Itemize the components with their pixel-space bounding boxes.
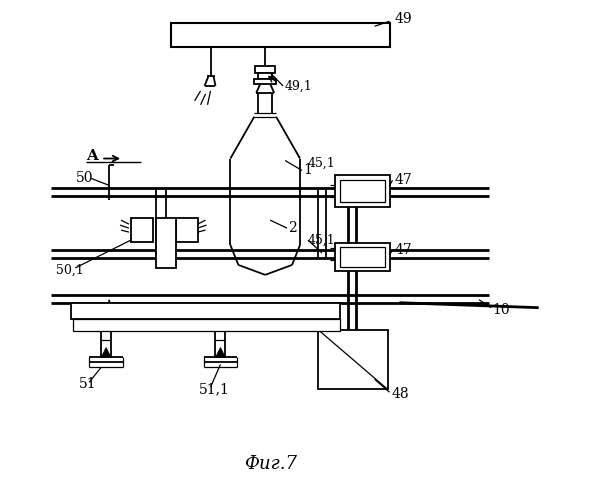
- Bar: [258, 73, 272, 79]
- Text: 48: 48: [391, 387, 409, 401]
- Text: 49: 49: [394, 12, 412, 26]
- Polygon shape: [215, 348, 226, 358]
- Bar: [131, 218, 153, 242]
- Bar: [255, 66, 275, 73]
- Text: 45,1: 45,1: [308, 234, 336, 246]
- Text: A: A: [86, 148, 98, 162]
- Text: 47: 47: [394, 174, 412, 188]
- Text: 47: 47: [394, 243, 412, 257]
- Bar: [254, 79, 276, 84]
- Text: 2: 2: [288, 221, 297, 235]
- Bar: [171, 24, 390, 47]
- Text: 50,1: 50,1: [56, 264, 84, 276]
- Bar: [335, 243, 390, 271]
- Bar: [340, 180, 385, 203]
- Bar: [335, 176, 390, 207]
- Text: 51,1: 51,1: [198, 382, 229, 396]
- Text: 10: 10: [492, 302, 509, 316]
- Bar: [318, 330, 388, 389]
- Bar: [156, 218, 175, 268]
- Text: Фиг.7: Фиг.7: [244, 455, 296, 473]
- Bar: [340, 247, 385, 267]
- Text: 50: 50: [76, 172, 94, 185]
- Text: 45,1: 45,1: [308, 157, 336, 170]
- Text: 49,1: 49,1: [285, 80, 313, 92]
- Text: 1: 1: [303, 164, 312, 177]
- Polygon shape: [101, 348, 111, 358]
- Text: 51: 51: [79, 377, 97, 391]
- Bar: [73, 318, 340, 330]
- Bar: [175, 218, 198, 242]
- Bar: [71, 302, 340, 318]
